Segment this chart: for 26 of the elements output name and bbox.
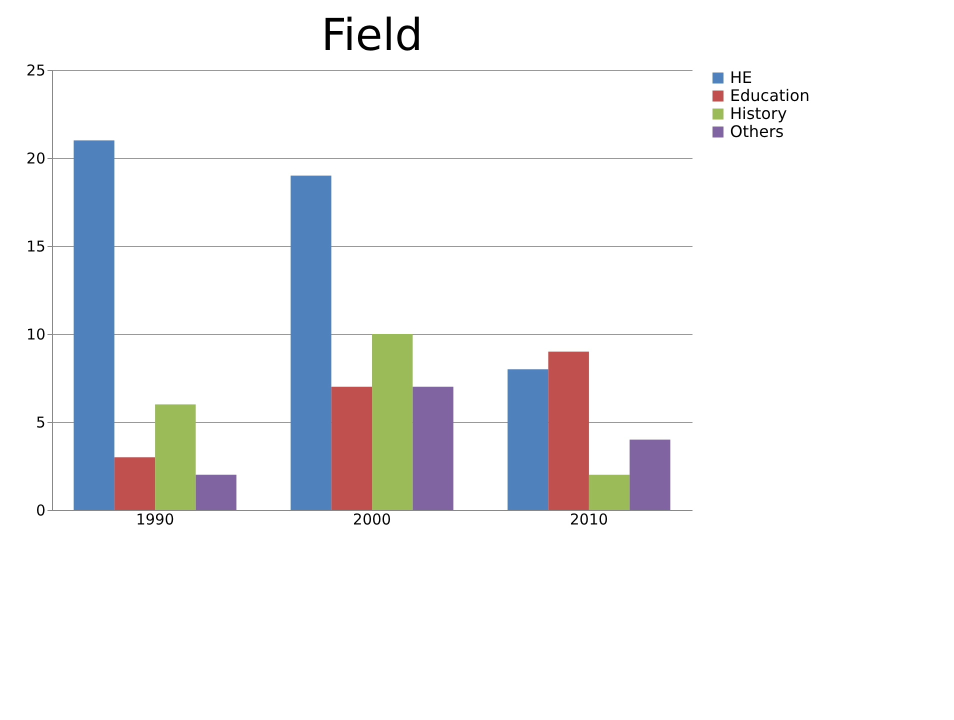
bar <box>548 352 589 510</box>
bar <box>331 386 372 510</box>
legend-label: Others <box>730 122 784 141</box>
y-tick-label: 5 <box>36 414 46 432</box>
legend-label: HE <box>730 68 752 87</box>
x-tick-label: 1990 <box>136 510 174 528</box>
y-tick-label: 15 <box>26 238 46 256</box>
chart-title: Field <box>321 10 423 61</box>
bar <box>588 474 630 510</box>
bar <box>155 404 196 510</box>
x-tick-label: 2010 <box>570 510 608 528</box>
bar <box>196 474 236 510</box>
bar <box>74 140 114 510</box>
x-tick-label: 2000 <box>352 510 392 528</box>
y-tick-label: 25 <box>26 62 46 80</box>
y-tick-label: 10 <box>26 326 46 344</box>
bar <box>290 176 332 510</box>
bar <box>114 457 156 510</box>
legend-label: Education <box>730 86 810 105</box>
y-tick-label: 0 <box>36 502 46 520</box>
bar <box>630 440 670 510</box>
bar <box>372 334 413 510</box>
bar <box>412 386 454 510</box>
y-tick-label: 20 <box>26 150 46 168</box>
bar <box>508 369 548 510</box>
legend-label: History <box>730 104 787 123</box>
